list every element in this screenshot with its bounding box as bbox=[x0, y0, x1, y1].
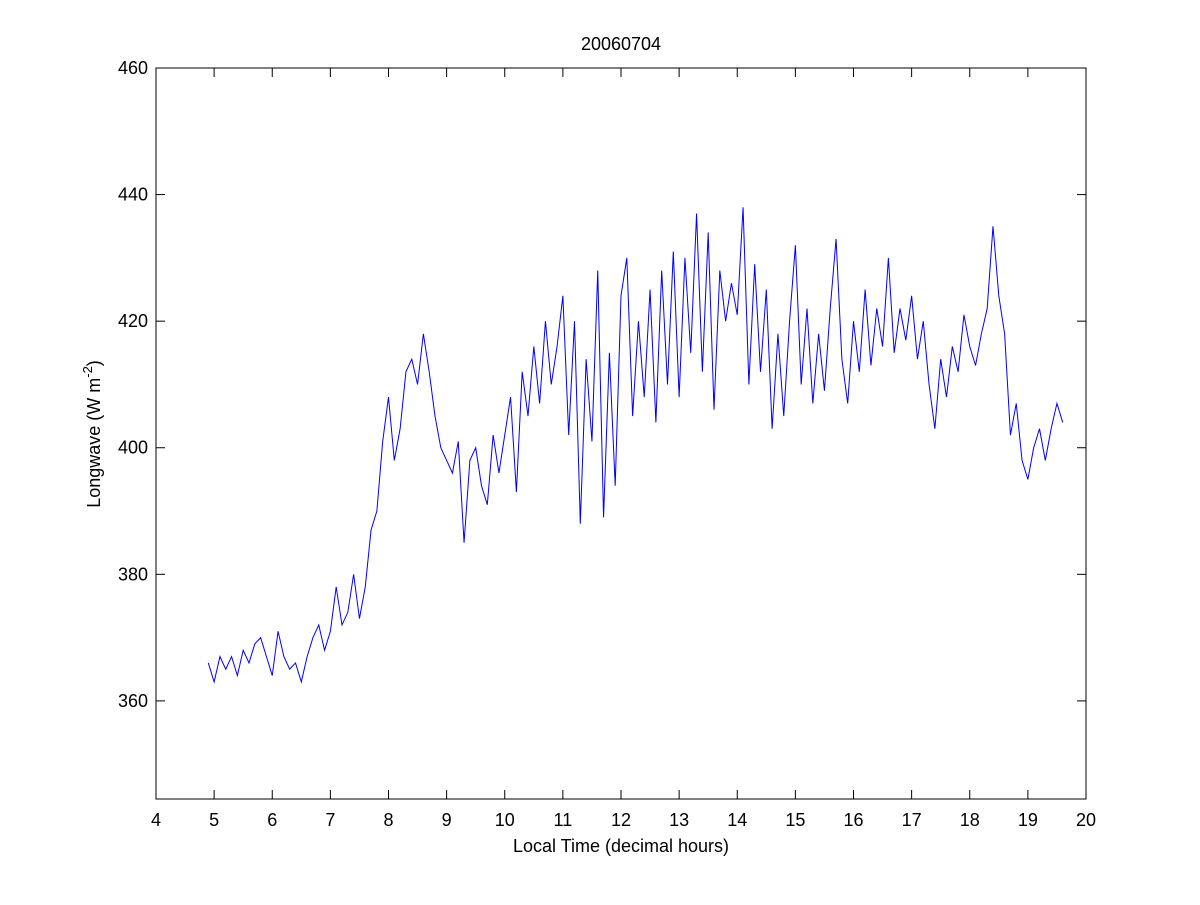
x-tick-label: 17 bbox=[902, 810, 922, 830]
x-tick-label: 13 bbox=[669, 810, 689, 830]
y-label-end: ) bbox=[84, 360, 104, 366]
x-tick-label: 19 bbox=[1018, 810, 1038, 830]
x-tick-label: 8 bbox=[383, 810, 393, 830]
x-tick-label: 15 bbox=[785, 810, 805, 830]
x-tick-label: 7 bbox=[325, 810, 335, 830]
y-label-text: Longwave (W m bbox=[84, 378, 104, 508]
y-tick-label: 420 bbox=[118, 311, 148, 331]
x-tick-label: 5 bbox=[209, 810, 219, 830]
y-tick-label: 360 bbox=[118, 691, 148, 711]
x-tick-label: 4 bbox=[151, 810, 161, 830]
x-tick-label: 16 bbox=[843, 810, 863, 830]
y-tick-label: 460 bbox=[118, 58, 148, 78]
x-axis-label: Local Time (decimal hours) bbox=[513, 836, 729, 856]
y-tick-label: 400 bbox=[118, 438, 148, 458]
y-tick-label: 380 bbox=[118, 564, 148, 584]
x-tick-label: 6 bbox=[267, 810, 277, 830]
y-tick-label: 440 bbox=[118, 185, 148, 205]
x-tick-label: 18 bbox=[960, 810, 980, 830]
y-label-exponent: -2 bbox=[80, 366, 95, 378]
x-tick-label: 12 bbox=[611, 810, 631, 830]
data-line bbox=[207, 207, 1064, 684]
x-tick-label: 10 bbox=[495, 810, 515, 830]
x-tick-label: 9 bbox=[442, 810, 452, 830]
x-tick-label: 20 bbox=[1076, 810, 1096, 830]
x-tick-label: 11 bbox=[554, 810, 573, 830]
x-tick-label: 14 bbox=[727, 810, 747, 830]
y-axis-label: Longwave (W m-2) bbox=[80, 360, 104, 508]
axes-box bbox=[155, 67, 1087, 800]
chart-title: 20060704 bbox=[581, 34, 661, 54]
